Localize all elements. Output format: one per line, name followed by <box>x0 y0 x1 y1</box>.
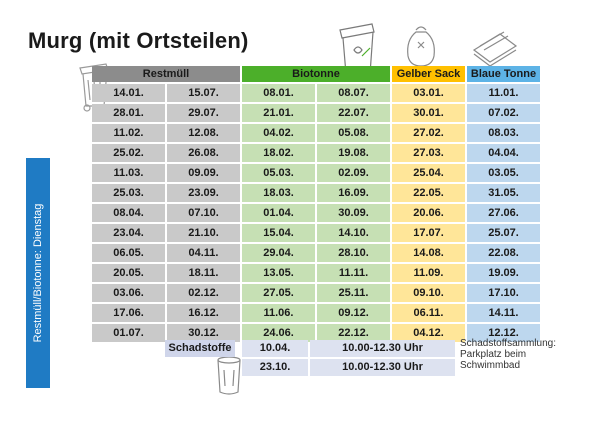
schadstoff-bin-icon <box>217 356 241 395</box>
gelber-sack-date: 14.08. <box>392 244 465 262</box>
biotonne-date: 08.07. <box>317 84 390 102</box>
schadstoffe-time: 10.00-12.30 Uhr <box>310 340 455 357</box>
blaue-tonne-date: 27.06. <box>467 204 540 222</box>
gelber-sack-date: 27.03. <box>392 144 465 162</box>
paper-stack-icon <box>472 31 518 66</box>
blaue-tonne-date: 08.03. <box>467 124 540 142</box>
schadstoffe-date: 23.10. <box>242 359 308 376</box>
biotonne-date: 22.12. <box>317 324 390 342</box>
restmuell-date: 14.01. <box>92 84 165 102</box>
biotonne-date: 22.07. <box>317 104 390 122</box>
biotonne-date: 08.01. <box>242 84 315 102</box>
restmuell-date: 18.11. <box>167 264 240 282</box>
biotonne-date: 24.06. <box>242 324 315 342</box>
side-label-text: Restmüll/Biotonne: Dienstag <box>32 203 44 343</box>
gelber-sack-date: 11.09. <box>392 264 465 282</box>
schadstoffe-date: 10.04. <box>242 340 308 357</box>
gelber-sack-date: 22.05. <box>392 184 465 202</box>
biotonne-date: 11.11. <box>317 264 390 282</box>
note-line: Schadstoffsammlung: <box>460 338 556 349</box>
restmuell-date: 20.05. <box>92 264 165 282</box>
blaue-tonne-date: 07.02. <box>467 104 540 122</box>
blaue-tonne-date: 14.11. <box>467 304 540 322</box>
restmuell-date: 03.06. <box>92 284 165 302</box>
restmuell-date: 07.10. <box>167 204 240 222</box>
note-line: Schwimmbad <box>460 360 521 371</box>
note-line: Parkplatz beim <box>460 349 527 360</box>
blaue-tonne-date: 25.07. <box>467 224 540 242</box>
gelber-sack-date: 04.12. <box>392 324 465 342</box>
blaue-tonne-date: 22.08. <box>467 244 540 262</box>
blaue-tonne-date: 17.10. <box>467 284 540 302</box>
side-label: Restmüll/Biotonne: Dienstag <box>26 158 50 388</box>
biotonne-date: 19.08. <box>317 144 390 162</box>
biotonne-date: 14.10. <box>317 224 390 242</box>
blaue-tonne-date: 19.09. <box>467 264 540 282</box>
header-biotonne: Biotonne <box>242 66 390 82</box>
restmuell-date: 23.09. <box>167 184 240 202</box>
restmuell-date: 17.06. <box>92 304 165 322</box>
biotonne-date: 29.04. <box>242 244 315 262</box>
biotonne-date: 04.02. <box>242 124 315 142</box>
restmuell-date: 04.11. <box>167 244 240 262</box>
gelber-sack-date: 20.06. <box>392 204 465 222</box>
biotonne-date: 15.04. <box>242 224 315 242</box>
restmuell-date: 16.12. <box>167 304 240 322</box>
biotonne-date: 18.02. <box>242 144 315 162</box>
restmuell-date: 29.07. <box>167 104 240 122</box>
gelber-sack-date: 09.10. <box>392 284 465 302</box>
gelber-sack-date: 30.01. <box>392 104 465 122</box>
biotonne-date: 21.01. <box>242 104 315 122</box>
gelber-sack-date: 06.11. <box>392 304 465 322</box>
restmuell-date: 08.04. <box>92 204 165 222</box>
header-restmuell: Restmüll <box>92 66 240 82</box>
gelber-sack-icon <box>407 26 435 67</box>
header-blaue-tonne: Blaue Tonne <box>467 66 540 82</box>
schadstoffe-label: Schadstoffe <box>165 340 235 357</box>
biotonne-date: 16.09. <box>317 184 390 202</box>
page-title: Murg (mit Ortsteilen) <box>28 28 249 53</box>
header-gelber-sack: Gelber Sack <box>392 66 465 82</box>
restmuell-date: 11.03. <box>92 164 165 182</box>
restmuell-date: 25.02. <box>92 144 165 162</box>
biotonne-date: 05.08. <box>317 124 390 142</box>
restmuell-date: 09.09. <box>167 164 240 182</box>
restmuell-date: 25.03. <box>92 184 165 202</box>
blaue-tonne-date: 31.05. <box>467 184 540 202</box>
biotonne-date: 01.04. <box>242 204 315 222</box>
blaue-tonne-date: 12.12. <box>467 324 540 342</box>
restmuell-date: 06.05. <box>92 244 165 262</box>
restmuell-date: 02.12. <box>167 284 240 302</box>
biotonne-date: 25.11. <box>317 284 390 302</box>
restmuell-date: 12.08. <box>167 124 240 142</box>
restmuell-date: 11.02. <box>92 124 165 142</box>
schadstoffe-time: 10.00-12.30 Uhr <box>310 359 455 376</box>
blaue-tonne-date: 03.05. <box>467 164 540 182</box>
restmuell-date: 21.10. <box>167 224 240 242</box>
restmuell-date: 28.01. <box>92 104 165 122</box>
biotonne-date: 11.06. <box>242 304 315 322</box>
restmuell-date: 23.04. <box>92 224 165 242</box>
biotonne-date: 02.09. <box>317 164 390 182</box>
biotonne-date: 13.05. <box>242 264 315 282</box>
biotonne-date: 28.10. <box>317 244 390 262</box>
schadstoffe-note: Schadstoffsammlung: Parkplatz beim Schwi… <box>460 338 600 371</box>
biotonne-date: 18.03. <box>242 184 315 202</box>
gelber-sack-date: 17.07. <box>392 224 465 242</box>
restmuell-date: 30.12. <box>167 324 240 342</box>
restmuell-date: 15.07. <box>167 84 240 102</box>
gelber-sack-date: 03.01. <box>392 84 465 102</box>
biotonne-date: 27.05. <box>242 284 315 302</box>
biotonne-date: 05.03. <box>242 164 315 182</box>
blaue-tonne-date: 11.01. <box>467 84 540 102</box>
gelber-sack-date: 27.02. <box>392 124 465 142</box>
gelber-sack-date: 25.04. <box>392 164 465 182</box>
restmuell-date: 01.07. <box>92 324 165 342</box>
schedule-table: 14.01. 15.07. 08.01. 08.07. 03.01. 11.01. 28.0… <box>92 84 540 342</box>
blaue-tonne-date: 04.04. <box>467 144 540 162</box>
restmuell-date: 26.08. <box>167 144 240 162</box>
biotonne-date: 30.09. <box>317 204 390 222</box>
biotonne-date: 09.12. <box>317 304 390 322</box>
